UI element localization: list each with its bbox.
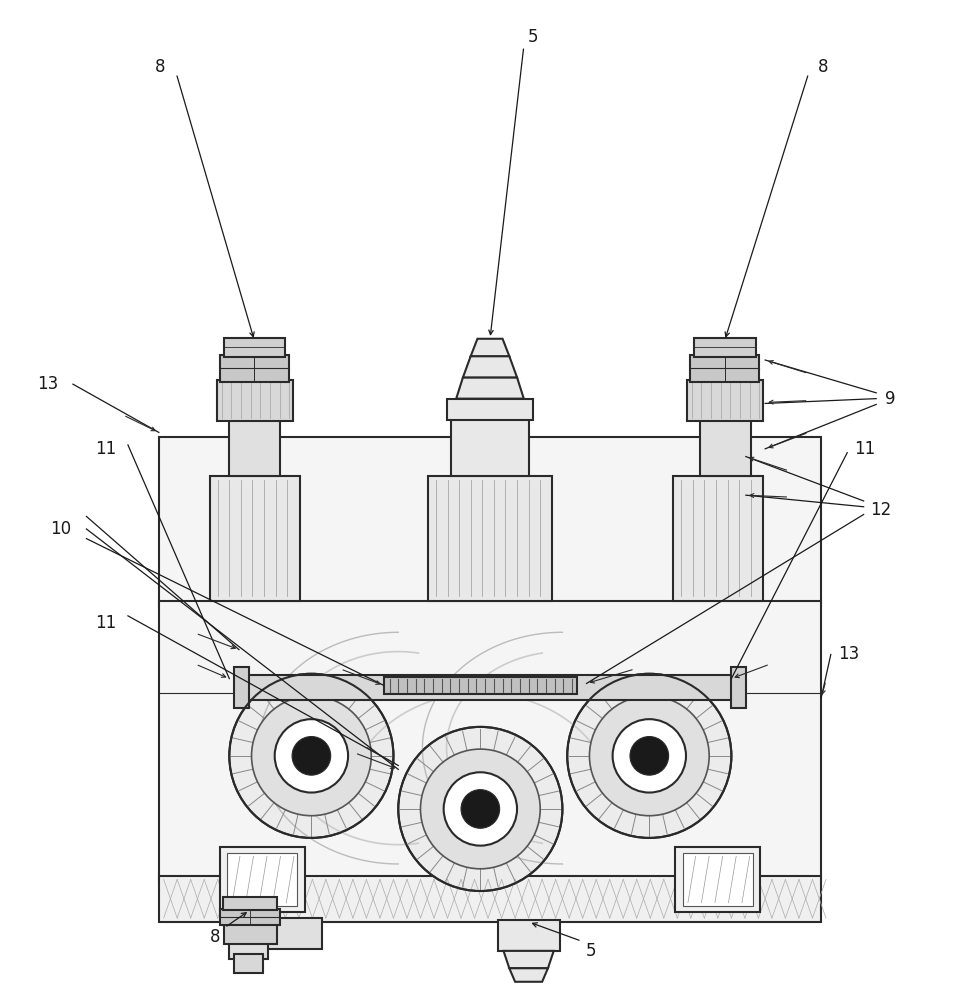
- Polygon shape: [457, 377, 523, 399]
- Bar: [234, 667, 249, 708]
- Circle shape: [630, 737, 668, 775]
- Circle shape: [229, 674, 393, 838]
- Text: 11: 11: [854, 440, 875, 458]
- Bar: [498, 920, 560, 951]
- Circle shape: [252, 696, 371, 816]
- Bar: [210, 476, 300, 601]
- Text: 11: 11: [95, 440, 117, 458]
- Bar: [239, 675, 745, 700]
- Text: 13: 13: [839, 645, 859, 663]
- Bar: [217, 380, 293, 421]
- Text: 10: 10: [50, 520, 71, 538]
- Text: 8: 8: [818, 58, 828, 76]
- Bar: [222, 897, 276, 910]
- Text: 5: 5: [586, 942, 597, 960]
- Circle shape: [612, 719, 686, 793]
- Bar: [452, 418, 528, 476]
- Bar: [220, 355, 289, 382]
- Bar: [447, 399, 533, 420]
- Text: 12: 12: [870, 501, 892, 519]
- Text: 9: 9: [885, 390, 896, 408]
- Polygon shape: [510, 968, 548, 982]
- Text: 8: 8: [210, 928, 220, 946]
- Bar: [694, 338, 756, 357]
- Bar: [683, 853, 753, 906]
- Bar: [223, 923, 276, 944]
- Bar: [159, 437, 821, 606]
- Bar: [223, 338, 285, 357]
- Circle shape: [274, 719, 348, 793]
- Circle shape: [461, 790, 500, 828]
- Text: 5: 5: [528, 28, 539, 46]
- Bar: [673, 476, 763, 601]
- Text: 13: 13: [37, 375, 59, 393]
- Circle shape: [292, 737, 330, 775]
- Bar: [731, 667, 746, 708]
- Bar: [264, 918, 322, 949]
- Polygon shape: [504, 951, 554, 968]
- Bar: [687, 380, 763, 421]
- Circle shape: [420, 749, 540, 869]
- Circle shape: [567, 674, 731, 838]
- Bar: [159, 876, 821, 922]
- Bar: [229, 915, 268, 959]
- Polygon shape: [463, 356, 517, 377]
- Bar: [159, 601, 821, 881]
- Bar: [428, 476, 552, 601]
- Circle shape: [589, 696, 710, 816]
- Bar: [220, 847, 305, 912]
- Text: 11: 11: [95, 614, 117, 632]
- Circle shape: [444, 772, 517, 846]
- Bar: [227, 853, 297, 906]
- Circle shape: [398, 727, 563, 891]
- Bar: [234, 954, 263, 973]
- Bar: [220, 909, 279, 925]
- Bar: [690, 355, 760, 382]
- Text: 8: 8: [155, 58, 165, 76]
- Bar: [384, 677, 577, 694]
- Bar: [701, 418, 751, 476]
- Bar: [675, 847, 760, 912]
- Polygon shape: [470, 339, 510, 356]
- Bar: [229, 418, 279, 476]
